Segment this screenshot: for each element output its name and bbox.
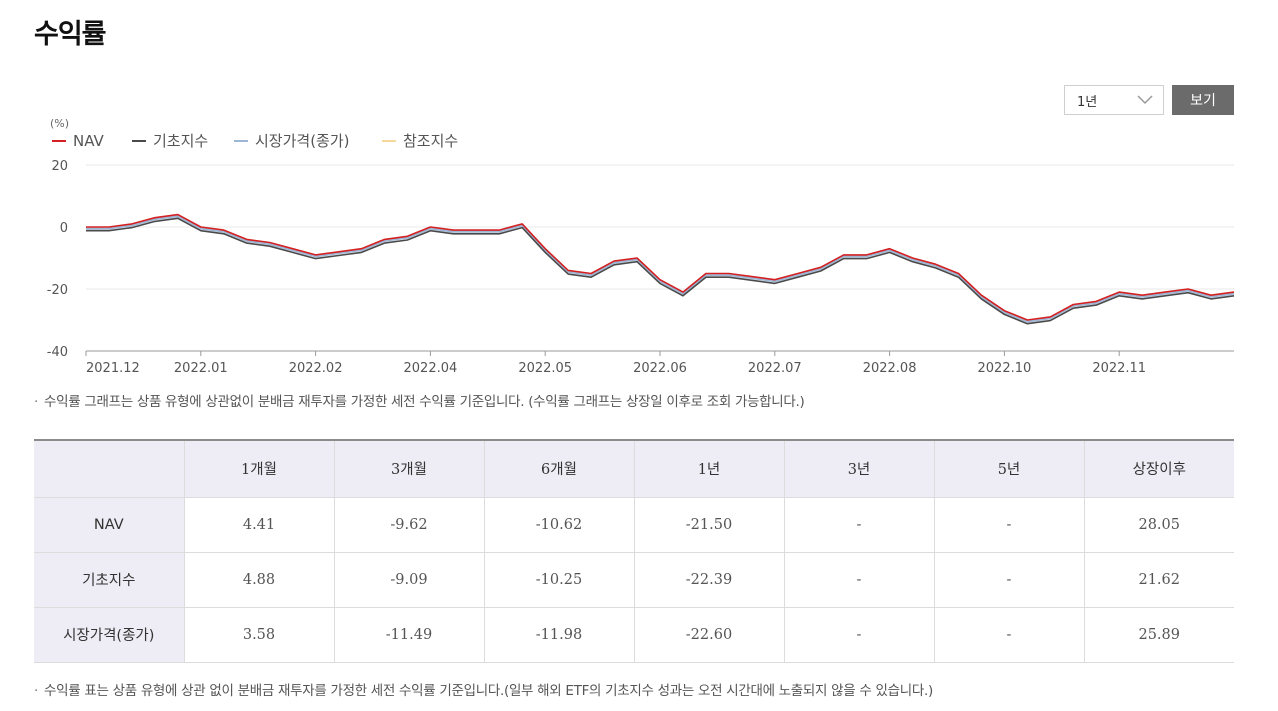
table-header-cell: 1년 (633, 439, 784, 498)
table-cell: 4.41 (183, 497, 334, 553)
table-cell: -21.50 (633, 497, 784, 553)
y-tick-label: 20 (51, 159, 68, 174)
x-tick-label: 2022.11 (1092, 361, 1146, 376)
table-cell: - (783, 497, 934, 553)
series-line-nav (86, 213, 1235, 321)
table-cell: -9.09 (333, 552, 484, 608)
table-row: NAV 4.41 -9.62 -10.62 -21.50- -28.05 (34, 497, 1234, 553)
table-header-cell: 3년 (783, 439, 934, 498)
y-tick-label: -20 (47, 283, 68, 298)
table-cell: - (933, 607, 1084, 663)
chart-note: · 수익률 그래프는 상품 유형에 상관없이 분배금 재투자를 가정한 세전 수익… (34, 390, 805, 410)
period-select-value: 1년 (1077, 94, 1098, 110)
chart-controls: 1년 보기 (1064, 85, 1234, 115)
table-header-cell: 5년 (933, 439, 1084, 498)
table-row-label: 기초지수 (34, 552, 184, 608)
x-tick-label: 2022.01 (174, 361, 228, 376)
series-line-base-index (86, 217, 1235, 325)
table-header-corner (34, 439, 184, 498)
page-title: 수익률 (34, 19, 107, 50)
table-cell: - (933, 497, 1084, 553)
x-tick-label: 2022.05 (518, 361, 572, 376)
table-cell: 28.05 (1083, 497, 1234, 553)
legend-item: 참조지수 (403, 132, 458, 150)
x-tick-label: 2022.04 (404, 361, 458, 376)
table-cell: - (783, 552, 934, 608)
table-row: 시장가격(종가) 3.58 -11.49 -11.98 -22.60- -25.89 (34, 607, 1234, 663)
table-cell: -22.60 (633, 607, 784, 663)
returns-table: 1개월 3개월 6개월 1년 3년 5년 상장이후 NAV 4.41 -9.62 -10.62 -2… (34, 439, 1234, 663)
x-tick-label: 2022.10 (978, 361, 1032, 376)
return-chart: (%) NAV 기초지수 시장가격(종가) 참조지수 20 0 -20 -40 2021.12 20… (30, 112, 1240, 382)
y-tick-label: 0 (60, 221, 68, 236)
table-cell: -11.98 (483, 607, 634, 663)
table-cell: 3.58 (183, 607, 334, 663)
table-cell: - (783, 607, 934, 663)
table-cell: 4.88 (183, 552, 334, 608)
table-cell: -9.62 (333, 497, 484, 553)
y-tick-label: -40 (47, 345, 68, 360)
table-cell: -10.62 (483, 497, 634, 553)
table-cell: 25.89 (1083, 607, 1234, 663)
table-note: · 수익률 표는 상품 유형에 상관 없이 분배금 재투자를 가정한 세전 수익률… (34, 679, 933, 699)
chevron-down-icon (1137, 95, 1153, 105)
x-tick-label: 2022.06 (633, 361, 687, 376)
table-cell: -10.25 (483, 552, 634, 608)
x-tick-label: 2022.07 (748, 361, 802, 376)
series-line-market-price (86, 215, 1235, 323)
view-button[interactable]: 보기 (1172, 85, 1234, 115)
return-chart-svg: (%) NAV 기초지수 시장가격(종가) 참조지수 20 0 -20 -40 2021.12 20… (47, 117, 1235, 376)
x-tick-label: 2022.02 (289, 361, 343, 376)
note-bullet: · (34, 394, 38, 410)
table-cell: - (933, 552, 1084, 608)
table-row-label: NAV (34, 497, 184, 553)
table-header-cell: 1개월 (183, 439, 334, 498)
y-axis-unit: (%) (50, 117, 69, 130)
legend-item: 시장가격(종가) (255, 132, 350, 150)
period-select[interactable]: 1년 (1064, 85, 1164, 115)
note-bullet: · (34, 683, 38, 699)
table-cell: -11.49 (333, 607, 484, 663)
x-tick-label: 2021.12 (86, 361, 140, 376)
legend-item: 기초지수 (153, 132, 208, 150)
table-header-cell: 6개월 (483, 439, 634, 498)
table-header-cell: 상장이후 (1083, 439, 1234, 498)
table-cell: -22.39 (633, 552, 784, 608)
table-row: 기초지수 4.88 -9.09 -10.25 -22.39- -21.62 (34, 552, 1234, 608)
table-header-cell: 3개월 (333, 439, 484, 498)
table-note-text: 수익률 표는 상품 유형에 상관 없이 분배금 재투자를 가정한 세전 수익률 … (44, 683, 933, 699)
x-tick-label: 2022.08 (863, 361, 917, 376)
legend-item: NAV (73, 132, 105, 150)
chart-note-text: 수익률 그래프는 상품 유형에 상관없이 분배금 재투자를 가정한 세전 수익률… (44, 394, 805, 410)
table-cell: 21.62 (1083, 552, 1234, 608)
table-header-row: 1개월 3개월 6개월 1년 3년 5년 상장이후 (34, 439, 1234, 498)
table-row-label: 시장가격(종가) (34, 607, 184, 663)
